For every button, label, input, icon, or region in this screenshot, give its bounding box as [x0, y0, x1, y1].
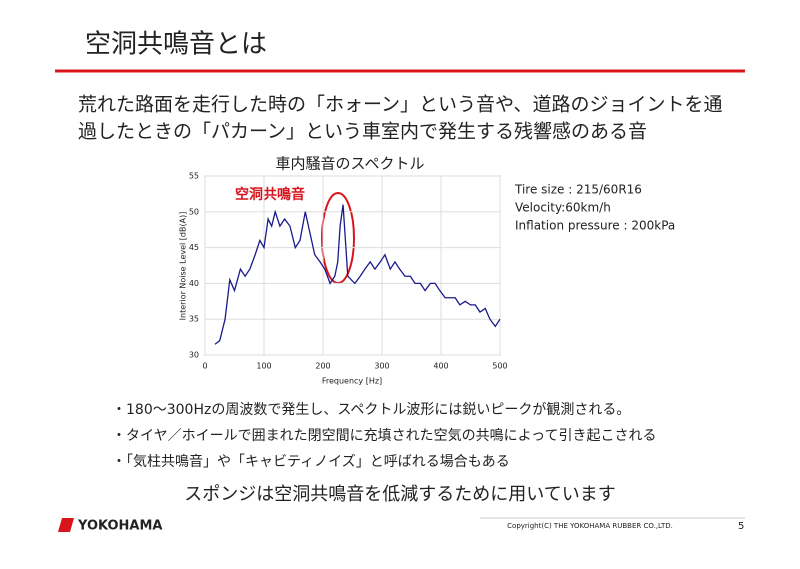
x-tick-label: 500 — [492, 362, 507, 371]
page-number: 5 — [738, 521, 744, 532]
highlight-ellipse — [321, 192, 355, 284]
spec: Tire size : 215/60R16 — [514, 183, 642, 197]
bullet: ・180～300Hzの周波数で発生し、スペクトル波形には鋭いピークが観測される。 — [112, 401, 630, 418]
y-axis-label: Interior Noise Level [dB(A)] — [179, 212, 188, 321]
slide-title: 空洞共鳴音とは — [85, 30, 267, 60]
logo: YOKOHAMA — [77, 519, 162, 534]
x-tick-label: 200 — [315, 362, 330, 371]
y-tick-label: 35 — [189, 315, 199, 324]
logo-mark — [58, 518, 74, 532]
body-line: 過したときの「パカーン」という車室内で発生する残響感のある音 — [78, 121, 647, 143]
bullet: ・タイヤ／ホイールで囲まれた閉空間に充填された空気の共鳴によって引き起こされる — [112, 428, 656, 444]
y-tick-label: 45 — [189, 243, 199, 252]
copyright: Copyright(C) THE YOKOHAMA RUBBER CO.,LTD… — [507, 522, 673, 530]
body-line: 荒れた路面を走行した時の「ホォーン」という音や、道路のジョイントを通 — [78, 94, 722, 116]
y-tick-label: 50 — [189, 207, 199, 216]
conclusion: スポンジは空洞共鳴音を低減するために用いています — [184, 484, 615, 505]
y-tick-label: 30 — [189, 351, 199, 360]
y-tick-label: 55 — [189, 172, 199, 181]
x-tick-label: 0 — [202, 362, 207, 371]
y-tick-label: 40 — [189, 279, 199, 288]
spectrum-line — [214, 204, 501, 345]
spec: Inflation pressure : 200kPa — [515, 219, 675, 233]
x-tick-label: 100 — [256, 362, 271, 371]
x-axis-label: Frequency [Hz] — [322, 377, 382, 386]
bullet: ・「気柱共鳴音」や「キャビティノイズ」と呼ばれる場合もある — [112, 453, 510, 470]
annotation: 空洞共鳴音 — [235, 186, 305, 203]
spec: Velocity:60km/h — [515, 201, 611, 215]
x-tick-label: 300 — [374, 362, 389, 371]
chart-title: 車内騒音のスペクトル — [276, 155, 425, 173]
x-tick-label: 400 — [433, 362, 448, 371]
